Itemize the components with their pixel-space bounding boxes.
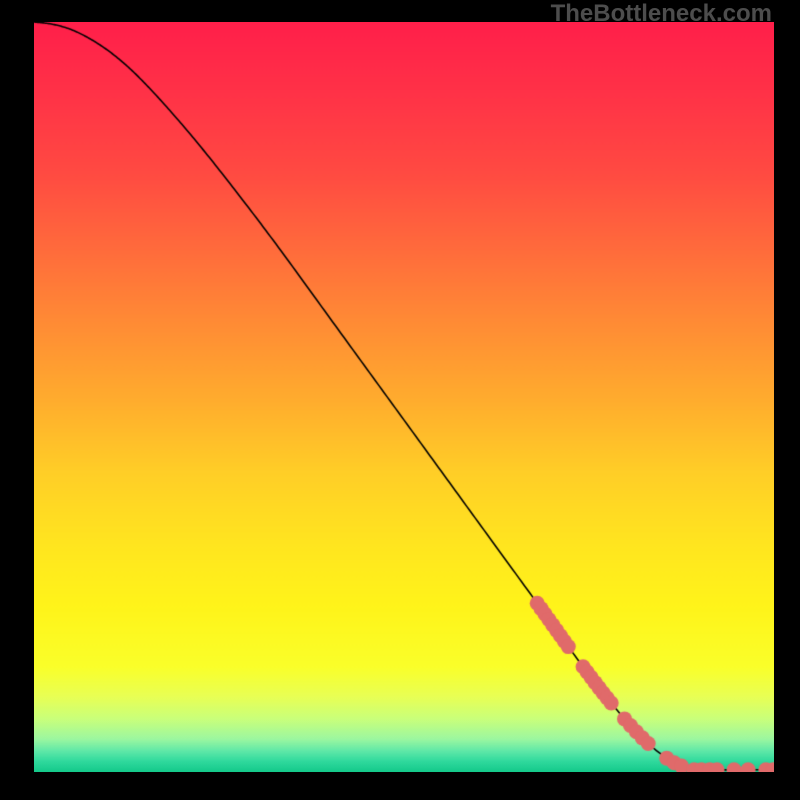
watermark-text: TheBottleneck.com (551, 0, 772, 28)
chart-container: TheBottleneck.com (0, 0, 800, 800)
plot-area (34, 22, 774, 772)
curve-and-markers-layer (34, 22, 774, 772)
